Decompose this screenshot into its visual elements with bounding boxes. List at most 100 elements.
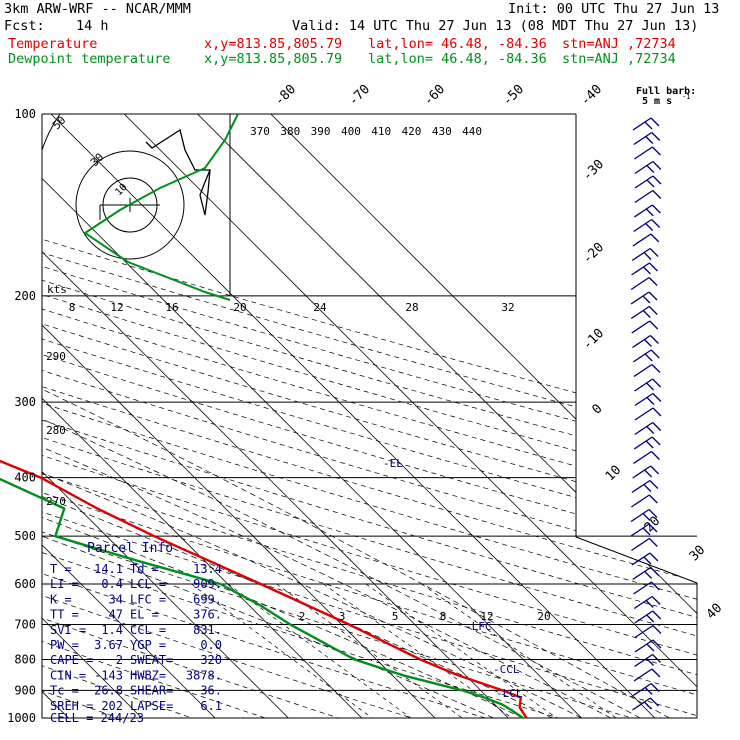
theta-e-label: 410 <box>371 125 391 138</box>
level-marker-label: -LFC <box>465 620 492 633</box>
parcel-row-value: 202 <box>101 699 123 713</box>
mixing-ratio-label: 2 <box>299 610 306 623</box>
wind-barb-flag <box>651 132 661 141</box>
mixing-ratio-label: 5 <box>392 610 399 623</box>
temperature-tick-label: -40 <box>578 82 605 109</box>
parcel-row-value: 0.4 <box>101 577 123 591</box>
wind-barb-flag <box>651 146 661 156</box>
wind-barb-flag <box>650 349 660 359</box>
isotherm-line <box>42 114 595 718</box>
hodograph-ring <box>75 150 185 260</box>
wind-barb-shaft <box>632 697 651 711</box>
wind-barb-shaft <box>633 436 653 450</box>
header: 3km ARW-WRF -- NCAR/MMM Init: 00 UTC Thu… <box>0 0 740 70</box>
dry-adiabat-line <box>42 114 305 718</box>
wind-barb-flag <box>643 484 652 492</box>
wind-barb <box>634 610 662 624</box>
parcel-row-label: Tc = <box>50 684 79 698</box>
isotherm-line <box>42 114 522 718</box>
wind-barb <box>630 276 658 291</box>
wind-barb <box>634 407 662 421</box>
wind-barb-flag <box>646 179 655 188</box>
wind-barb <box>630 508 658 523</box>
isotherm-line <box>42 114 229 718</box>
wind-barb-shaft <box>634 146 653 160</box>
wind-barb-shaft <box>633 581 652 595</box>
temperature-station: stn=ANJ ,72734 <box>562 36 676 52</box>
parcel-row-value: -143 <box>94 668 123 682</box>
wind-barb <box>632 117 660 131</box>
wind-barb <box>633 363 661 378</box>
wind-barb-shaft <box>630 523 650 537</box>
wind-barb <box>634 378 662 392</box>
parcel-row-value: 6.1 <box>200 699 222 713</box>
wind-barb-shaft <box>631 479 651 494</box>
wind-barb-shaft <box>632 682 652 697</box>
dry-adiabat-line <box>42 114 527 718</box>
dry-adiabat-line <box>42 114 697 718</box>
wind-barb-flag <box>642 513 651 521</box>
wind-barb <box>631 320 659 334</box>
dry-adiabat-line <box>42 114 379 718</box>
wind-barb-shaft <box>633 363 653 378</box>
parcel-row-label: CCL = <box>130 623 166 637</box>
parcel-row-value: 36. <box>200 684 222 698</box>
wind-barb-shaft <box>634 189 654 204</box>
parcel-row-label: SVI = <box>50 623 86 637</box>
full-barb-title: Full barb: <box>636 86 696 97</box>
level-marker-label: -LCL <box>496 687 523 700</box>
wind-barb <box>634 639 662 653</box>
wind-barb-flag <box>645 440 654 449</box>
pressure-tick-label: 200 <box>14 289 36 303</box>
wind-barb-flag <box>643 266 651 275</box>
pressure-tick-label: 900 <box>14 683 36 697</box>
wind-barb-flag <box>651 204 661 214</box>
dry-adiabat-line <box>42 114 697 718</box>
parcel-row-label: PW = <box>50 638 79 652</box>
wind-barb <box>633 668 661 682</box>
temperature-tick-label: 20 <box>642 514 664 536</box>
isotherm-line <box>42 114 302 718</box>
parcel-row-value: 47 <box>109 608 123 622</box>
parcel-row-value: 26.8 <box>94 684 123 698</box>
model-title: 3km ARW-WRF -- NCAR/MMM <box>4 1 191 17</box>
hodograph-speed-tick: 24 <box>313 301 327 314</box>
wind-barb-shaft <box>630 291 650 305</box>
wind-barb-flag <box>648 494 658 504</box>
wind-barb-shaft <box>631 552 651 566</box>
wind-barb-shaft <box>634 407 654 421</box>
wind-barb-shaft <box>634 610 654 624</box>
wind-barb <box>630 537 658 552</box>
parcel-row-value: 1.4 <box>101 623 123 637</box>
wind-barb-flag <box>652 639 662 649</box>
hodograph-ring-label: 10 <box>113 182 129 198</box>
wind-barb-shaft <box>631 262 650 276</box>
wind-barb <box>633 450 660 465</box>
parcel-row-label: LI = <box>50 577 79 591</box>
wind-barb-flag <box>643 701 652 710</box>
wind-barb <box>634 146 661 160</box>
wind-barb <box>631 247 659 262</box>
wind-barb-flag <box>646 658 655 666</box>
wind-barb-flag <box>645 223 654 231</box>
wind-barb-flag <box>651 596 661 605</box>
hodograph-speed-tick: 32 <box>501 301 514 314</box>
wind-barb-shaft <box>634 624 654 639</box>
dry-adiabat-line <box>42 114 697 718</box>
wind-barb-flag <box>652 161 662 170</box>
theta-e-label: 440 <box>462 125 482 138</box>
wind-barb <box>633 436 661 450</box>
wind-barb-flag <box>652 190 662 199</box>
moist-adiabats <box>42 295 670 718</box>
wind-barb-flag <box>652 625 662 634</box>
wind-barb-shaft <box>632 233 652 247</box>
wind-barb-flag <box>650 683 660 692</box>
wind-barb <box>632 697 659 711</box>
wind-barb-shaft <box>634 160 654 175</box>
wind-barb-flag <box>644 353 653 362</box>
parcel-row-label: TT = <box>50 608 79 622</box>
wind-barb-flag <box>650 465 660 475</box>
parcel-row-label: LCL = <box>130 577 166 591</box>
dry-adiabat-line <box>42 114 697 718</box>
